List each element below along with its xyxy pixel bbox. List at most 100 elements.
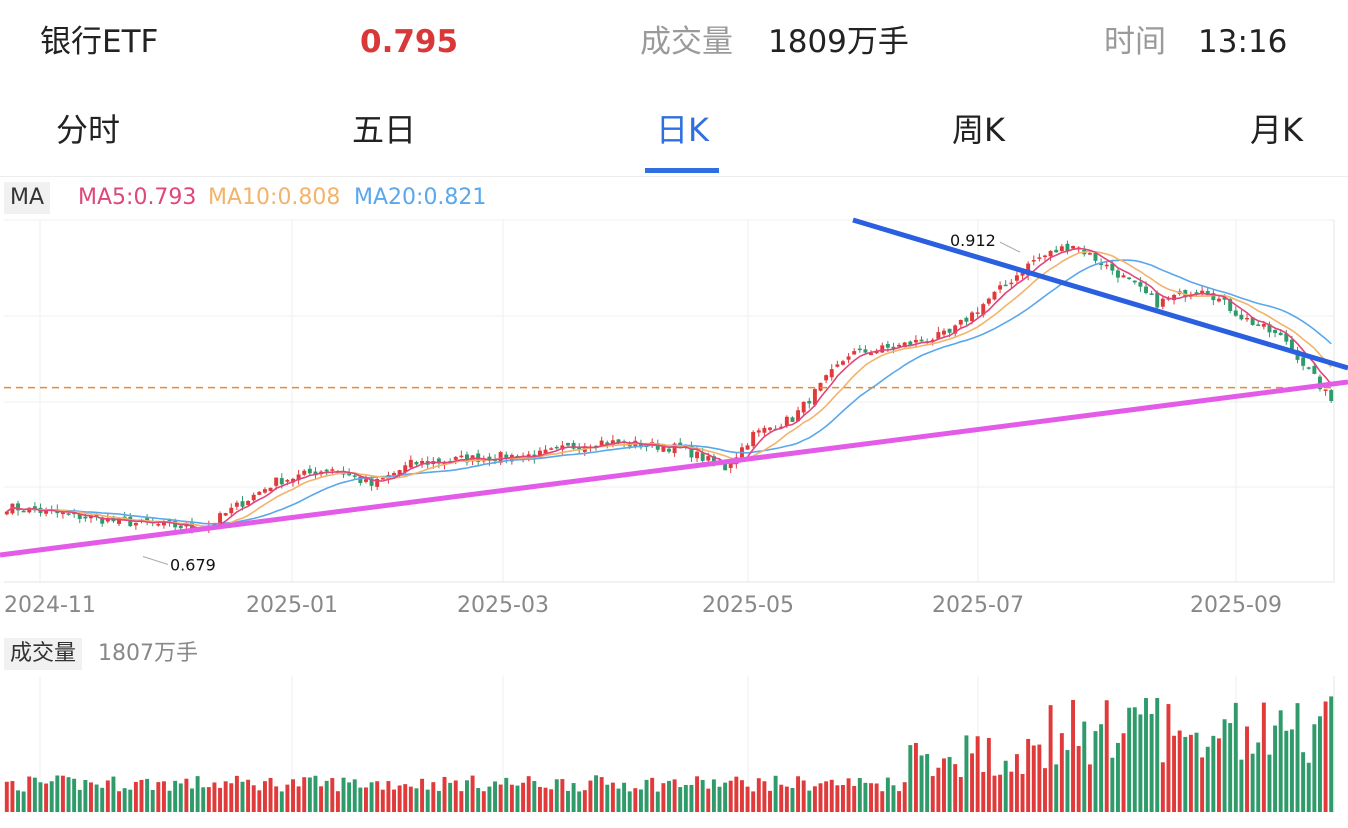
volume-tag[interactable]: 成交量: [4, 638, 83, 670]
volume-bar: [762, 781, 767, 812]
volume-bar: [173, 780, 178, 812]
volume-bar: [150, 789, 155, 812]
volume-bar: [1301, 752, 1306, 812]
candle-body: [380, 478, 385, 480]
candle-body: [689, 446, 694, 458]
volume-bar: [156, 782, 161, 812]
volume-bar: [728, 780, 733, 812]
volume-bar: [751, 791, 756, 812]
candle-body: [1093, 252, 1098, 261]
security-name: 银行ETF: [40, 24, 159, 60]
candle-body: [1071, 246, 1076, 249]
candle-body: [352, 475, 357, 477]
candle-body: [1284, 333, 1289, 342]
volume-bar: [60, 775, 65, 812]
tab-monthly-k[interactable]: 月K: [1250, 111, 1303, 149]
candle-body: [1267, 324, 1272, 333]
volume-bar: [476, 788, 481, 812]
candle-body: [998, 285, 1003, 290]
support-trendline: [0, 379, 1348, 558]
volume-bar: [1093, 731, 1098, 812]
volume-bar: [397, 785, 402, 812]
volume-bar: [167, 790, 172, 812]
volume-bar: [128, 789, 133, 812]
candle-body: [4, 511, 9, 515]
candle-body: [638, 443, 643, 448]
volume-bar: [588, 780, 593, 812]
volume-bar: [279, 791, 284, 812]
candle-body: [117, 517, 122, 524]
candle-body: [706, 456, 711, 461]
candle-body: [812, 389, 817, 405]
candle-body: [408, 459, 413, 468]
candle-body: [313, 471, 318, 476]
candle-body: [442, 462, 447, 465]
volume-bar: [958, 777, 963, 812]
candle-body: [1306, 367, 1311, 369]
tab-five-day[interactable]: 五日: [352, 111, 417, 149]
volume-legend-value: 1807万手: [98, 641, 198, 666]
candle-body: [610, 440, 615, 445]
candle-body: [1043, 255, 1047, 258]
volume-bar: [981, 772, 986, 812]
candle-body: [307, 468, 312, 474]
ma-tag[interactable]: MA: [4, 182, 51, 214]
candle-body: [1065, 243, 1070, 251]
volume-bar: [229, 783, 234, 812]
candle-body: [1301, 357, 1306, 366]
volume-bar: [375, 781, 380, 812]
volume-bar: [442, 776, 447, 812]
volume-bar: [1267, 754, 1272, 812]
candle-body: [465, 454, 469, 463]
candle-body: [857, 348, 862, 351]
volume-bar: [683, 784, 688, 812]
volume-bar: [700, 779, 705, 812]
volume-bar: [515, 785, 520, 812]
candle-body: [274, 477, 279, 486]
volume-bar: [818, 783, 823, 812]
volume-bar: [251, 785, 256, 812]
tab-intraday[interactable]: 分时: [56, 111, 121, 149]
candle-body: [487, 456, 492, 461]
volume-bar: [913, 742, 918, 812]
candle-body: [869, 353, 873, 356]
volume-bar: [425, 789, 430, 812]
candle-body: [234, 502, 239, 507]
high-annotation: 0.912: [950, 231, 996, 250]
candle-body: [1245, 317, 1249, 320]
volume-bar: [470, 775, 475, 812]
volume-bar: [790, 788, 795, 812]
volume-bar: [1009, 771, 1014, 812]
tab-daily-k[interactable]: 日K: [656, 111, 709, 149]
volume-bar: [1306, 762, 1311, 812]
candle-body: [756, 430, 761, 433]
tab-weekly-k[interactable]: 周K: [952, 111, 1005, 149]
candle-body: [347, 472, 352, 476]
candle-body: [667, 448, 671, 452]
candle-body: [672, 443, 677, 454]
volume-bar: [341, 777, 346, 812]
volume-bar: [891, 785, 896, 812]
volume-bar: [481, 791, 486, 812]
candle-body: [291, 478, 295, 483]
candle-body: [145, 517, 150, 523]
volume-bar: [493, 781, 497, 812]
candle-body: [1115, 270, 1120, 278]
volume-bar: [975, 736, 980, 812]
candle-body: [369, 478, 374, 486]
volume-bar: [117, 791, 122, 812]
volume-bar: [773, 775, 778, 812]
volume-bar: [986, 737, 991, 812]
volume-bar: [1323, 701, 1328, 812]
candle-body: [229, 507, 234, 514]
candle-body: [768, 427, 772, 430]
volume-bar: [369, 782, 374, 812]
candle-body: [829, 369, 834, 378]
candle-body: [958, 319, 963, 325]
candle-body: [1273, 329, 1278, 334]
volume-bar: [902, 782, 907, 812]
x-tick-label-5: 2025-09: [1190, 593, 1282, 618]
x-tick-label-2: 2025-03: [457, 593, 549, 618]
volume-bar: [723, 782, 728, 812]
